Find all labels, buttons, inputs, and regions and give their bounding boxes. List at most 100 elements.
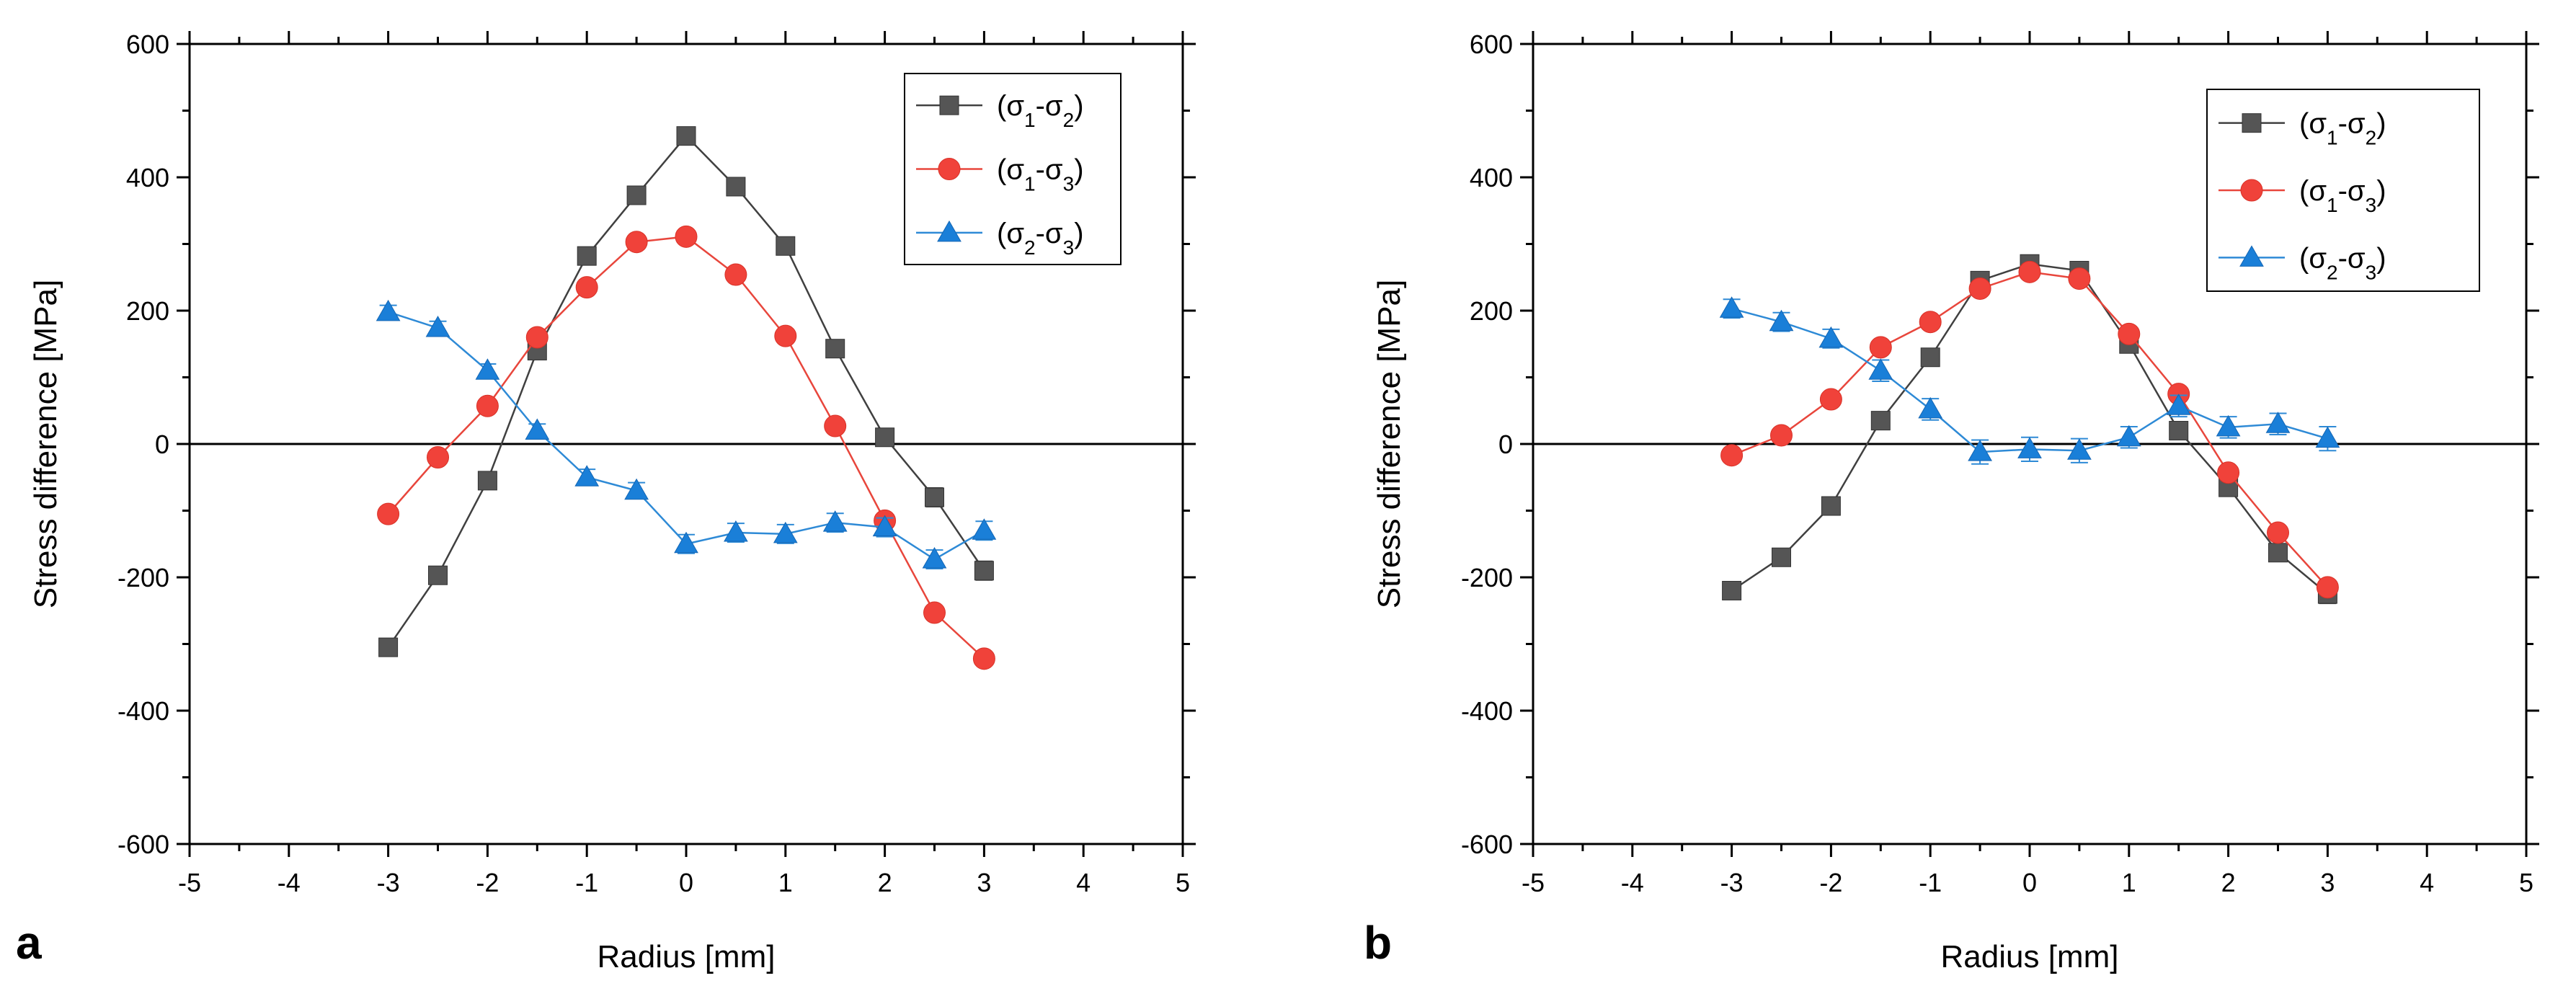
data-point	[1918, 396, 1943, 419]
data-point	[923, 601, 946, 624]
x-tick-label: 5	[1176, 868, 1190, 897]
data-point	[2018, 260, 2041, 283]
x-tick-label: -3	[1720, 868, 1744, 897]
data-point	[1772, 547, 1791, 567]
data-point	[2315, 426, 2340, 448]
data-point	[1818, 326, 1844, 348]
data-point	[726, 177, 746, 197]
x-tick-label: -5	[1522, 868, 1545, 897]
x-tick-label: 0	[679, 868, 693, 897]
x-tick-label: -5	[178, 868, 201, 897]
data-point	[872, 515, 897, 537]
data-point	[2118, 322, 2141, 345]
x-axis-title: Radius [mm]	[1941, 939, 2119, 974]
x-tick-label: -4	[277, 868, 301, 897]
data-point	[477, 471, 497, 491]
legend-marker	[939, 95, 959, 115]
data-point	[724, 263, 747, 286]
data-point	[724, 520, 748, 542]
data-point	[525, 326, 548, 349]
data-point	[525, 418, 550, 440]
data-point	[626, 185, 647, 205]
series-3	[376, 299, 997, 569]
data-point	[425, 316, 450, 337]
data-point	[2067, 438, 2092, 460]
data-point	[676, 126, 696, 146]
data-point	[2216, 414, 2241, 437]
data-point	[376, 299, 401, 321]
data-point	[624, 478, 649, 500]
y-tick-label: -400	[1461, 696, 1513, 726]
series-1	[378, 126, 994, 657]
data-point	[824, 414, 847, 437]
data-point	[974, 561, 994, 581]
data-point	[475, 358, 500, 380]
legend-label: (σ1-σ2)	[2299, 108, 2386, 149]
legend-label: (σ2-σ3)	[2299, 242, 2386, 283]
data-point	[2268, 543, 2288, 563]
data-point	[1720, 444, 1744, 467]
y-tick-label: 600	[1470, 30, 1513, 59]
data-point	[1968, 440, 1992, 461]
y-tick-label: 400	[126, 163, 169, 192]
x-tick-label: 2	[878, 868, 892, 897]
y-tick-label: 0	[1498, 430, 1513, 459]
data-point	[2116, 425, 2141, 447]
data-point	[574, 465, 600, 487]
data-point	[925, 487, 944, 507]
x-axis-title: Radius [mm]	[598, 939, 776, 974]
y-tick-label: 600	[126, 30, 169, 59]
data-point	[575, 276, 598, 299]
x-tick-label: -2	[1819, 868, 1842, 897]
x-tick-label: 2	[2221, 868, 2236, 897]
series-2	[1720, 260, 2339, 599]
data-point	[1719, 296, 1744, 318]
y-tick-label: -200	[117, 563, 169, 592]
x-tick-label: 3	[977, 868, 991, 897]
panel-label-a: a	[16, 917, 42, 969]
data-point	[776, 236, 796, 256]
data-point	[674, 531, 698, 554]
data-point	[377, 502, 400, 525]
legend-marker	[2239, 245, 2264, 267]
data-point	[428, 565, 448, 585]
data-point	[2265, 412, 2291, 433]
data-point	[427, 446, 449, 468]
data-point	[1770, 424, 1793, 447]
data-point	[825, 339, 845, 359]
chart-panel-b: -5 -4 -3 -2 -1 0 1 2 3 4 5 -600 -400 -200 0 200 400 600 Ra…	[1372, 30, 2539, 974]
y-tick-label: -600	[117, 830, 169, 859]
legend-marker	[937, 220, 961, 242]
legend-label: (σ2-σ3)	[997, 218, 1084, 259]
series-3	[1719, 296, 2340, 465]
data-point	[1919, 311, 1942, 334]
data-point	[2166, 394, 2191, 415]
data-point	[1819, 388, 1842, 411]
data-point	[972, 647, 995, 670]
data-point	[1868, 358, 1893, 380]
legend: (σ1-σ2) (σ1-σ3) (σ2-σ3)	[2206, 89, 2480, 292]
data-point	[1920, 347, 1940, 368]
data-point	[972, 518, 997, 540]
chart-panel-a: -5 -4 -3 -2 -1 0 1 2 3 4 5 -600 -400 -200 0 200 400 600 Ra…	[28, 30, 1196, 974]
x-tick-label: 4	[2420, 868, 2434, 897]
y-tick-label: 200	[126, 296, 169, 326]
y-tick-label: 0	[155, 430, 169, 459]
data-point	[1870, 411, 1891, 431]
data-point	[1769, 309, 1794, 332]
x-tick-label: -1	[1919, 868, 1942, 897]
data-point	[774, 324, 797, 347]
y-tick-label: -600	[1461, 830, 1513, 859]
data-point	[1722, 581, 1742, 600]
legend-label: (σ1-σ3)	[2299, 175, 2386, 216]
x-tick-label: -2	[476, 868, 499, 897]
data-point	[577, 246, 597, 266]
data-point	[2267, 521, 2289, 544]
x-tick-label: 4	[1076, 868, 1091, 897]
x-tick-label: 5	[2519, 868, 2533, 897]
panel-label-b: b	[1364, 917, 1393, 969]
y-tick-label: -400	[117, 696, 169, 726]
data-point	[773, 521, 798, 543]
data-point	[2217, 461, 2240, 484]
